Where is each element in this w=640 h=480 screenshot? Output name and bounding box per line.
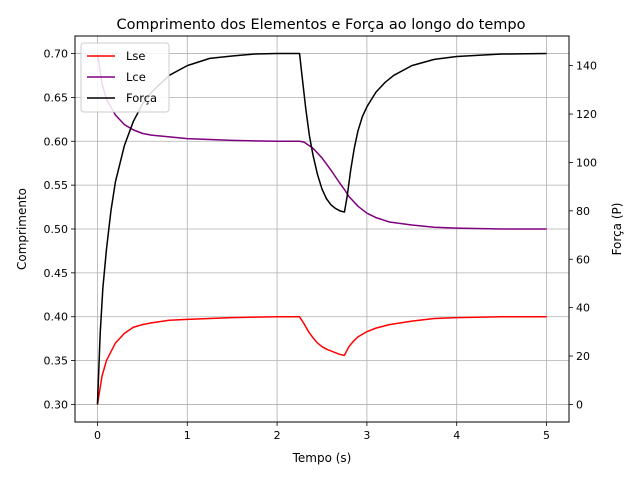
y-right-tick-label: 60 (576, 253, 590, 266)
chart-title: Comprimento dos Elementos e Força ao lon… (117, 17, 526, 33)
x-tick-label: 4 (453, 429, 460, 442)
legend: Lse Lce Força (80, 42, 170, 113)
series-line-força (96, 52, 547, 405)
x-tick-label: 3 (363, 429, 370, 442)
x-axis-label: Tempo (s) (292, 451, 352, 465)
series-lines (96, 52, 547, 405)
y-left-tick-label: 0.65 (44, 91, 69, 104)
y-axis-right: 0 20 40 60 80 100 120 140 (569, 60, 597, 411)
legend-label: Lse (126, 49, 145, 63)
y-axis-right-label: Força (P) (610, 203, 624, 256)
x-tick-label: 1 (184, 429, 191, 442)
y-left-tick-label: 0.60 (44, 135, 69, 148)
legend-label: Força (126, 91, 157, 105)
y-left-tick-label: 0.30 (44, 398, 69, 411)
x-tick-label: 2 (274, 429, 281, 442)
y-left-tick-label: 0.35 (44, 355, 69, 368)
y-right-tick-label: 140 (576, 60, 597, 73)
y-left-tick-label: 0.55 (44, 179, 69, 192)
y-right-tick-label: 120 (576, 108, 597, 121)
y-right-tick-label: 20 (576, 350, 590, 363)
y-axis-left: 0.30 0.35 0.40 0.45 0.50 0.55 0.60 0.65 0.70 (44, 48, 75, 411)
legend-box (80, 42, 170, 113)
x-tick-label: 5 (543, 429, 550, 442)
y-axis-left-label: Comprimento (15, 188, 29, 270)
y-right-tick-label: 40 (576, 302, 590, 315)
x-tick-label: 0 (94, 429, 101, 442)
y-left-tick-label: 0.50 (44, 223, 69, 236)
y-right-tick-label: 100 (576, 156, 597, 169)
y-right-tick-label: 0 (576, 398, 583, 411)
y-right-tick-label: 80 (576, 205, 590, 218)
y-left-tick-label: 0.70 (44, 48, 69, 61)
series-line-lce (96, 53, 547, 230)
legend-label: Lce (126, 70, 146, 84)
y-left-tick-label: 0.40 (44, 311, 69, 324)
x-axis: 0 1 2 3 4 5 (94, 422, 550, 442)
series-line-lse (96, 315, 547, 405)
y-left-tick-label: 0.45 (44, 267, 69, 280)
